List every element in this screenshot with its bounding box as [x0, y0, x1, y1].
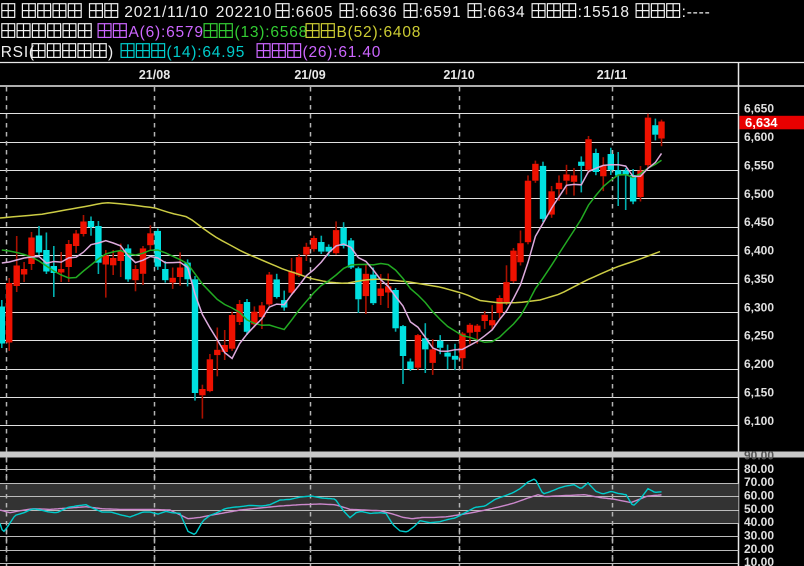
svg-text:2021/11/10: 2021/11/10	[124, 4, 208, 21]
svg-text:6,150: 6,150	[744, 386, 774, 400]
svg-text::6634: :6634	[483, 4, 526, 21]
svg-text:6,400: 6,400	[744, 244, 774, 258]
svg-text:202210: 202210	[216, 4, 273, 21]
svg-text:21/11: 21/11	[597, 68, 628, 82]
svg-text:6,500: 6,500	[744, 187, 774, 201]
svg-text::----: :----	[682, 4, 711, 21]
svg-text:6,600: 6,600	[744, 130, 774, 144]
svg-text:40.00: 40.00	[744, 515, 774, 529]
svg-text:6,100: 6,100	[744, 414, 774, 428]
svg-text:6,300: 6,300	[744, 300, 774, 314]
svg-text::6591: :6591	[419, 4, 462, 21]
svg-text:6,650: 6,650	[744, 102, 774, 116]
svg-text:6,550: 6,550	[744, 159, 774, 173]
svg-text::6605: :6605	[291, 4, 334, 21]
svg-text:): )	[108, 44, 114, 61]
svg-text:(13):6568: (13):6568	[235, 24, 309, 41]
svg-text:RSI(: RSI(	[1, 44, 35, 61]
svg-text:(26):61.40: (26):61.40	[303, 44, 382, 61]
svg-text:A(6):6579: A(6):6579	[129, 24, 204, 41]
svg-text:80.00: 80.00	[744, 462, 774, 476]
svg-text:50.00: 50.00	[744, 502, 774, 516]
svg-text::6636: :6636	[355, 4, 398, 21]
svg-text:6,634: 6,634	[745, 115, 778, 130]
svg-text:30.00: 30.00	[744, 529, 774, 543]
svg-text:21/10: 21/10	[443, 68, 474, 82]
svg-text:21/09: 21/09	[294, 68, 325, 82]
svg-text:60.00: 60.00	[744, 489, 774, 503]
svg-text:20.00: 20.00	[744, 542, 774, 556]
svg-text:21/08: 21/08	[139, 68, 170, 82]
svg-text:(14):64.95: (14):64.95	[167, 44, 246, 61]
svg-text:6,450: 6,450	[744, 215, 774, 229]
svg-text:90.00: 90.00	[744, 448, 774, 462]
svg-text::15518: :15518	[578, 4, 630, 21]
svg-text:6,350: 6,350	[744, 272, 774, 286]
svg-text:6,250: 6,250	[744, 329, 774, 343]
svg-text:10.00: 10.00	[744, 555, 774, 566]
svg-text:70.00: 70.00	[744, 475, 774, 489]
svg-text:B(52):6408: B(52):6408	[337, 24, 422, 41]
svg-text:6,200: 6,200	[744, 357, 774, 371]
